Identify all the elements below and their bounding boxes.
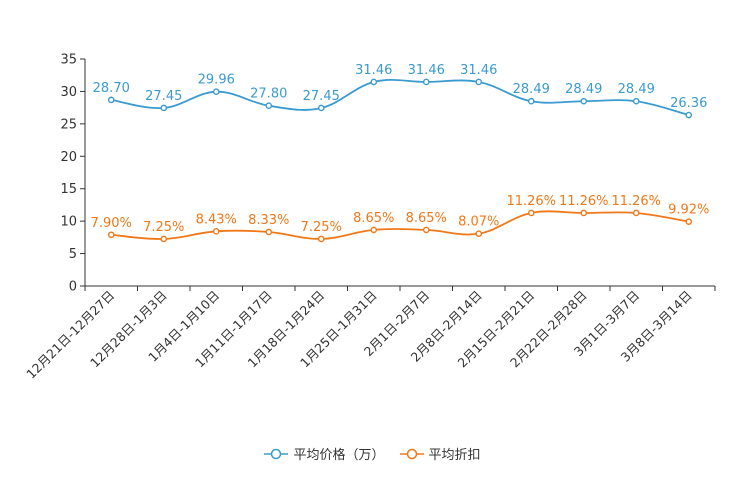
legend: 平均价格（万） 平均折扣 (0, 444, 744, 463)
data-point[interactable] (212, 228, 220, 235)
data-label: 28.49 (565, 82, 602, 97)
data-point[interactable] (685, 218, 693, 225)
data-point[interactable] (370, 78, 378, 86)
data-label: 8.65% (406, 211, 447, 226)
data-point[interactable] (107, 231, 115, 239)
legend-item-price[interactable]: 平均价格（万） (263, 444, 385, 463)
data-point[interactable] (317, 104, 325, 112)
series-line-discount (111, 210, 689, 240)
y-tick-label: 10 (60, 215, 77, 230)
data-point[interactable] (422, 78, 430, 86)
data-label: 31.46 (355, 63, 392, 78)
data-point[interactable] (632, 97, 640, 105)
data-label: 28.70 (93, 81, 130, 96)
y-tick-label: 25 (60, 117, 77, 132)
legend-marker-price-icon (264, 448, 289, 459)
legend-label-price: 平均价格（万） (293, 448, 385, 463)
data-point[interactable] (107, 96, 115, 104)
data-label: 31.46 (408, 63, 445, 78)
data-point[interactable] (160, 235, 168, 243)
data-point[interactable] (370, 226, 378, 234)
data-point[interactable] (475, 230, 483, 237)
data-point[interactable] (212, 88, 220, 95)
data-point[interactable] (685, 111, 693, 119)
data-point[interactable] (527, 209, 535, 217)
y-tick-label: 35 (60, 53, 77, 68)
data-label: 8.33% (248, 213, 289, 228)
data-point[interactable] (422, 226, 430, 234)
data-label: 8.43% (196, 212, 237, 227)
data-label: 11.26% (506, 194, 556, 209)
data-label: 27.45 (303, 89, 340, 104)
data-point[interactable] (317, 235, 325, 243)
data-label: 29.96 (198, 73, 235, 88)
x-tick-label: 12月21日-12月27日 (23, 288, 117, 382)
legend-label-discount: 平均折扣 (428, 448, 481, 463)
legend-item-discount[interactable]: 平均折扣 (399, 444, 481, 463)
data-label: 9.92% (668, 203, 709, 218)
data-label: 8.65% (353, 211, 394, 226)
data-point[interactable] (632, 209, 640, 217)
y-tick-label: 15 (60, 182, 77, 197)
data-label: 28.49 (513, 82, 550, 97)
data-point[interactable] (580, 97, 588, 105)
data-label: 27.80 (250, 87, 287, 102)
data-label: 11.26% (611, 194, 661, 209)
legend-marker-discount-icon (399, 448, 424, 459)
data-label: 26.36 (670, 96, 707, 111)
data-point[interactable] (265, 102, 273, 109)
data-label: 27.45 (145, 89, 182, 104)
data-point[interactable] (527, 97, 535, 105)
data-label: 11.26% (559, 194, 609, 209)
data-label: 31.46 (460, 63, 497, 78)
data-label: 28.49 (618, 82, 655, 97)
data-point[interactable] (580, 209, 588, 217)
y-tick-label: 20 (60, 150, 77, 165)
data-point[interactable] (160, 104, 168, 112)
data-label: 7.90% (91, 216, 132, 231)
y-tick-label: 30 (60, 85, 77, 100)
data-label: 7.25% (301, 220, 342, 235)
data-label: 7.25% (143, 220, 184, 235)
y-tick-label: 0 (69, 280, 77, 295)
y-tick-label: 5 (69, 247, 77, 262)
data-point[interactable] (475, 78, 483, 86)
data-label: 8.07% (458, 215, 499, 230)
series-line-price (111, 79, 689, 116)
data-point[interactable] (265, 228, 273, 236)
